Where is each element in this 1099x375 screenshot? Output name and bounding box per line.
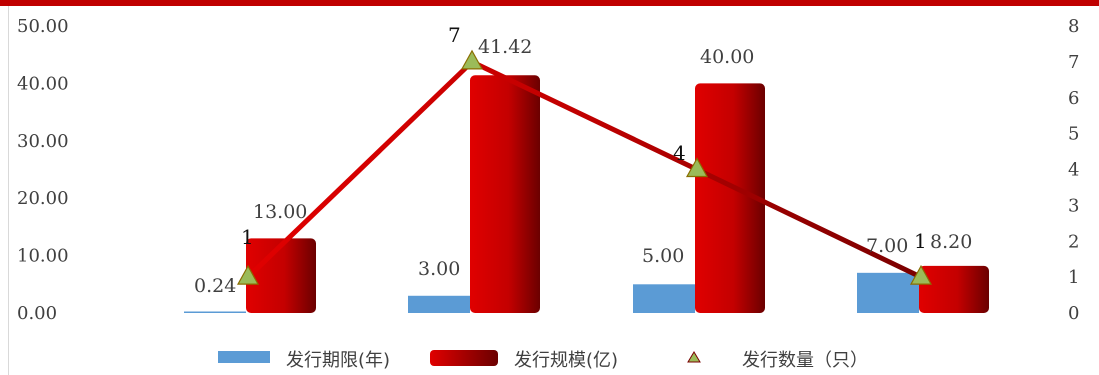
right-axis-tick-label: 3 — [1068, 195, 1079, 216]
bar-scale — [919, 265, 989, 313]
top-accent-bar — [0, 0, 1099, 6]
data-label-count: 4 — [673, 141, 686, 165]
left-axis-tick-label: 0.00 — [17, 303, 57, 324]
legend-swatch-term — [218, 351, 270, 363]
bar-term — [633, 284, 695, 313]
left-axis-ticks: 0.00 10.00 20.00 30.00 40.00 50.00 — [17, 16, 69, 324]
data-label-scale: 8.20 — [930, 231, 972, 253]
right-axis-tick-label: 4 — [1068, 160, 1079, 181]
data-label-term: 7.00 — [866, 235, 908, 257]
line-count — [246, 59, 923, 280]
right-axis-tick-label: 7 — [1068, 52, 1079, 73]
left-axis-tick-label: 40.00 — [17, 73, 69, 94]
data-label-term: 5.00 — [642, 245, 684, 267]
right-axis-tick-label: 2 — [1068, 231, 1079, 252]
legend-label-scale: 发行规模(亿) — [514, 350, 618, 371]
data-label-count: 1 — [241, 225, 254, 249]
legend: 发行期限(年) 发行规模(亿) 发行数量（只） — [218, 350, 868, 371]
left-axis-tick-label: 50.00 — [17, 16, 69, 37]
data-label-scale: 40.00 — [700, 46, 754, 68]
right-axis-tick-label: 6 — [1068, 88, 1079, 109]
data-label-scale: 41.42 — [478, 36, 532, 58]
data-label-count: 1 — [914, 229, 927, 253]
bar-scale — [246, 238, 316, 313]
data-label-term: 0.24 — [194, 275, 236, 297]
left-axis-tick-label: 10.00 — [17, 246, 69, 267]
bar-scale — [695, 83, 765, 314]
data-label-count: 7 — [448, 23, 461, 47]
bar-term — [408, 295, 470, 313]
legend-label-term: 发行期限(年) — [286, 350, 390, 371]
legend-swatch-scale — [430, 350, 498, 366]
data-label-term: 3.00 — [418, 258, 460, 280]
bar-scale — [470, 75, 540, 313]
data-label-scale: 13.00 — [253, 201, 307, 223]
bar-term — [857, 272, 919, 313]
bar-term — [184, 311, 246, 313]
line-group — [236, 49, 933, 285]
line-marker-triangle — [460, 49, 484, 70]
legend-label-count: 发行数量（只） — [742, 350, 868, 371]
legend-swatch-count-marker — [687, 351, 701, 363]
left-frame-line — [8, 6, 9, 375]
bars-group — [184, 75, 989, 314]
line-marker-triangle — [236, 264, 260, 285]
line-marker-triangle — [685, 157, 709, 178]
right-axis-tick-label: 5 — [1068, 124, 1079, 145]
right-axis-tick-label: 1 — [1068, 267, 1079, 288]
right-axis-tick-label: 8 — [1068, 16, 1079, 37]
right-axis-ticks: 0 1 2 3 4 5 6 7 8 — [1068, 16, 1079, 324]
line-marker-triangle — [909, 264, 933, 285]
right-axis-tick-label: 0 — [1068, 303, 1079, 324]
left-axis-tick-label: 30.00 — [17, 131, 69, 152]
left-axis-tick-label: 20.00 — [17, 188, 69, 209]
